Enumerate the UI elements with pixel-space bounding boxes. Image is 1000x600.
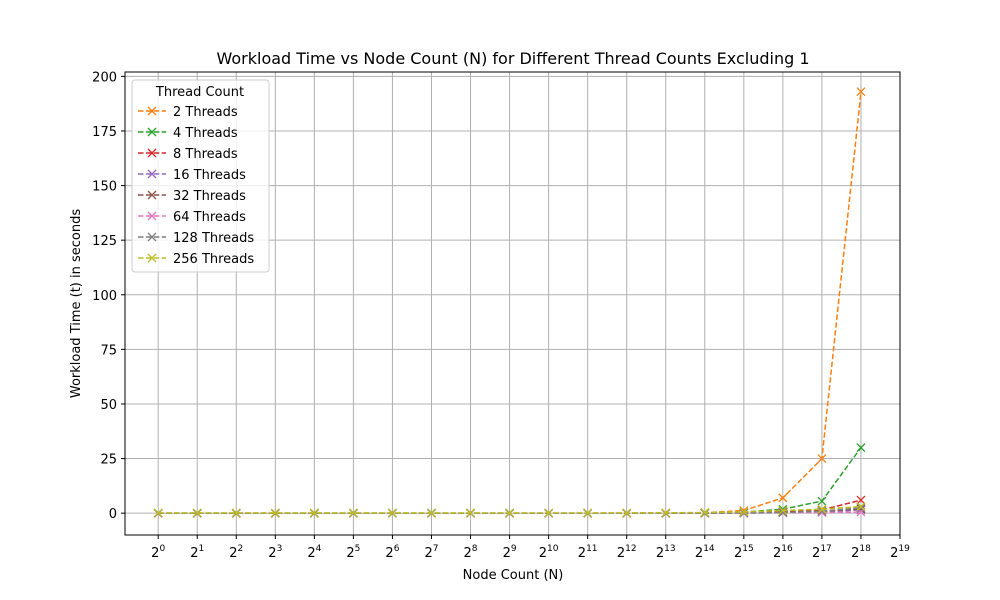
x-tick-label: 210 bbox=[539, 544, 559, 561]
y-tick-label: 25 bbox=[100, 453, 117, 468]
data-point bbox=[817, 496, 827, 506]
y-tick-label: 100 bbox=[92, 289, 117, 304]
y-tick-label: 75 bbox=[100, 343, 117, 358]
legend-label: 16 Threads bbox=[173, 168, 246, 183]
data-point bbox=[309, 508, 319, 518]
data-point bbox=[622, 508, 632, 518]
data-point bbox=[583, 508, 593, 518]
legend-label: 256 Threads bbox=[173, 252, 254, 267]
x-tick-label: 214 bbox=[695, 544, 715, 561]
x-tick-label: 215 bbox=[734, 544, 754, 561]
x-tick-label: 23 bbox=[268, 544, 282, 561]
data-point bbox=[817, 504, 827, 514]
x-tick-label: 25 bbox=[346, 544, 360, 561]
x-tick-label: 217 bbox=[812, 544, 832, 561]
data-point bbox=[778, 493, 788, 503]
y-tick-label: 0 bbox=[109, 507, 117, 522]
data-point bbox=[856, 87, 866, 97]
data-point bbox=[544, 508, 554, 518]
chart-title: Workload Time vs Node Count (N) for Diff… bbox=[216, 49, 809, 68]
data-point bbox=[778, 506, 788, 515]
y-tick-label: 125 bbox=[92, 234, 117, 249]
legend-box bbox=[131, 79, 270, 273]
data-point bbox=[856, 443, 866, 453]
data-point bbox=[153, 508, 163, 518]
legend-marker bbox=[147, 232, 157, 242]
x-tick-label: 26 bbox=[385, 544, 399, 561]
legend-label: 2 Threads bbox=[173, 105, 238, 120]
x-tick-label: 218 bbox=[851, 544, 871, 561]
legend-item: 8 Threads bbox=[138, 147, 238, 162]
y-tick-label: 175 bbox=[92, 125, 117, 140]
y-axis: 0 25 50 75 100 125 150 175 200 bbox=[92, 70, 125, 522]
series-layer bbox=[153, 87, 866, 518]
x-tick-label: 21 bbox=[190, 544, 204, 561]
data-point bbox=[739, 507, 749, 517]
y-axis-title: Workload Time (t) in seconds bbox=[69, 209, 84, 399]
legend-item: 128 Threads bbox=[138, 231, 254, 246]
y-tick-label: 50 bbox=[100, 398, 117, 413]
data-point bbox=[661, 508, 671, 518]
legend-label: 128 Threads bbox=[173, 231, 254, 246]
x-tick-label: 211 bbox=[578, 544, 598, 561]
x-tick-label: 24 bbox=[307, 544, 321, 561]
x-tick-label: 216 bbox=[773, 544, 793, 561]
legend-marker bbox=[147, 127, 157, 137]
legend-item: 64 Threads bbox=[138, 210, 246, 225]
legend-title: Thread Count bbox=[155, 85, 244, 100]
legend-item: 16 Threads bbox=[138, 168, 246, 183]
legend-items: 2 Threads 4 Threads 8 Threads 16 Threads 32 … bbox=[138, 105, 254, 267]
plot-area-frame bbox=[124, 71, 901, 536]
data-point bbox=[700, 508, 710, 517]
x-tick-label: 28 bbox=[464, 544, 478, 561]
x-tick-label: 213 bbox=[656, 544, 676, 561]
data-point bbox=[270, 508, 280, 518]
legend-label: 32 Threads bbox=[173, 189, 246, 204]
data-point bbox=[856, 495, 866, 505]
legend-item: 2 Threads bbox=[138, 105, 238, 120]
data-point bbox=[817, 454, 827, 464]
legend-label: 4 Threads bbox=[173, 126, 238, 141]
legend-label: 64 Threads bbox=[173, 210, 246, 225]
x-tick-label: 29 bbox=[503, 544, 517, 561]
legend-marker bbox=[147, 148, 157, 158]
data-point bbox=[192, 508, 202, 518]
x-tick-label: 219 bbox=[890, 544, 910, 561]
legend-item: 32 Threads bbox=[138, 189, 246, 204]
grid-lines bbox=[125, 72, 901, 535]
x-axis-title: Node Count (N) bbox=[463, 568, 564, 583]
legend-item: 256 Threads bbox=[138, 252, 254, 267]
data-point bbox=[348, 508, 358, 518]
series-256-threads bbox=[153, 502, 866, 518]
x-axis: 20 21 22 23 24 25 26 27 28 29 210 211 212 213 214 215 21… bbox=[151, 535, 910, 561]
y-tick-label: 150 bbox=[92, 180, 117, 195]
data-point bbox=[739, 508, 749, 518]
legend-marker bbox=[147, 211, 157, 221]
data-point bbox=[505, 508, 515, 518]
data-point bbox=[856, 503, 866, 513]
legend-marker bbox=[147, 169, 157, 179]
y-tick-label: 200 bbox=[92, 70, 117, 85]
legend-item: 4 Threads bbox=[138, 126, 238, 141]
legend-marker bbox=[147, 253, 157, 263]
data-point bbox=[427, 508, 436, 518]
legend-marker bbox=[147, 106, 157, 116]
data-point bbox=[856, 502, 866, 512]
data-point bbox=[387, 508, 397, 518]
legend-marker bbox=[147, 190, 157, 200]
legend-label: 8 Threads bbox=[173, 147, 238, 162]
x-tick-label: 22 bbox=[229, 544, 243, 561]
x-tick-label: 27 bbox=[424, 544, 438, 561]
legend: Thread Count 2 Threads 4 Threads 8 Threads… bbox=[131, 79, 270, 273]
x-tick-label: 212 bbox=[617, 544, 637, 561]
data-point bbox=[231, 508, 241, 518]
data-point bbox=[466, 508, 475, 518]
x-tick-label: 20 bbox=[151, 544, 165, 561]
